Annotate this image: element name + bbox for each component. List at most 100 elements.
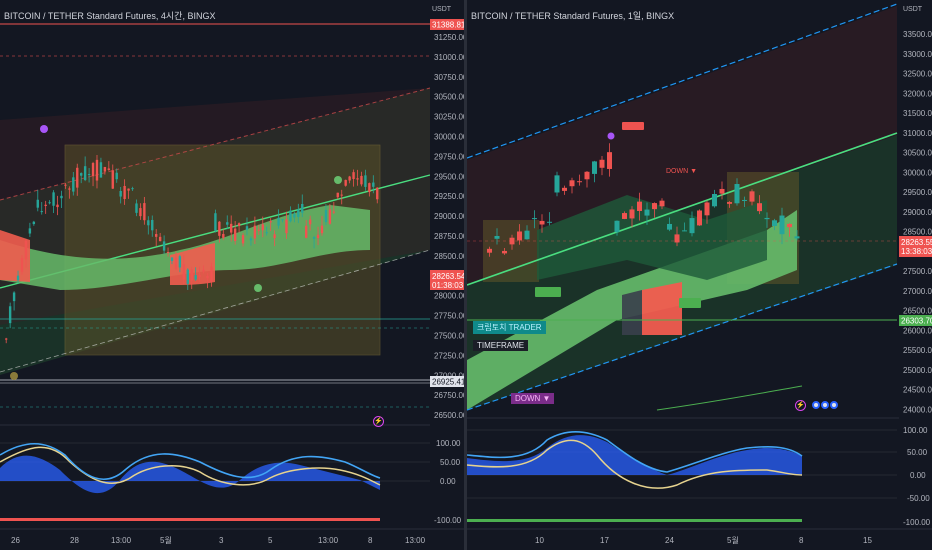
candle-body bbox=[186, 269, 189, 284]
candle-body bbox=[162, 241, 166, 251]
candle-body bbox=[214, 213, 217, 231]
candle-body bbox=[614, 220, 620, 233]
candle-body bbox=[245, 226, 249, 230]
candle-body bbox=[72, 177, 75, 192]
candle-body bbox=[210, 266, 213, 282]
candle-body bbox=[64, 184, 67, 186]
right-chart-title: BITCOIN / TETHER Standard Futures, 1일, B… bbox=[471, 11, 675, 21]
candle-body bbox=[277, 217, 280, 226]
candle-body bbox=[607, 152, 612, 169]
candle-body bbox=[249, 238, 253, 241]
event-flag-icon[interactable] bbox=[821, 401, 829, 409]
candle-body bbox=[652, 203, 657, 210]
right-osc-axis[interactable]: 100.00 50.00 0.00 -50.00 -100.00 bbox=[903, 426, 931, 527]
candle-body bbox=[226, 222, 229, 225]
osc-signal-bar bbox=[467, 519, 802, 522]
low-price-badge bbox=[430, 376, 464, 387]
price-tick-label: 31500.00 bbox=[903, 109, 932, 118]
candle-body bbox=[198, 275, 201, 277]
candle-body bbox=[107, 168, 111, 170]
candle-body bbox=[757, 203, 762, 212]
left-chart-canvas[interactable]: 31250.00 31000.00 30750.00 30500.00 30250.00… bbox=[0, 0, 464, 550]
candle-body bbox=[281, 219, 284, 221]
candle-body bbox=[218, 221, 221, 236]
osc-area-blue bbox=[467, 435, 802, 475]
right-price-axis[interactable]: 33500.00 33000.00 32500.00 32000.00 31500.00… bbox=[903, 30, 932, 414]
right-candles bbox=[487, 143, 800, 257]
left-time-axis[interactable]: 26 28 13:00 5월 3 5 13:00 8 13:00 bbox=[11, 535, 426, 545]
right-chart-pane[interactable]: 33500.00 33000.00 32500.00 32000.00 31500.00… bbox=[467, 0, 932, 550]
right-time-axis[interactable]: 10 17 24 5월 8 15 bbox=[535, 535, 872, 545]
candle-body bbox=[40, 211, 43, 213]
price-tick-label: 27750.00 bbox=[434, 312, 464, 321]
candle-body bbox=[190, 269, 193, 281]
candle-body bbox=[360, 175, 363, 185]
candle-body bbox=[682, 230, 687, 232]
candle-body bbox=[237, 223, 241, 226]
left-chart-pane[interactable]: 31250.00 31000.00 30750.00 30500.00 30250.00… bbox=[0, 0, 464, 550]
time-tick-label: 5 bbox=[268, 536, 273, 545]
candle-body bbox=[312, 236, 316, 239]
candle-body bbox=[115, 172, 118, 180]
signal-dot bbox=[10, 372, 18, 380]
candle-body bbox=[222, 233, 225, 238]
osc-line-light-blue bbox=[0, 443, 381, 481]
candle-body bbox=[99, 162, 103, 178]
candle-body bbox=[83, 166, 87, 181]
event-flag-icon[interactable] bbox=[830, 401, 838, 409]
price-tick-label: 30250.00 bbox=[434, 113, 464, 122]
osc-tick-label: 50.00 bbox=[440, 458, 461, 467]
price-tick-label: 29000.00 bbox=[434, 212, 464, 221]
candle-body bbox=[289, 210, 292, 222]
current-price-badge bbox=[430, 270, 464, 290]
cloud-band-dark bbox=[537, 195, 767, 280]
price-tick-label: 32500.00 bbox=[903, 70, 932, 79]
time-tick-label: 3 bbox=[219, 536, 224, 545]
candle-body bbox=[779, 215, 785, 235]
candle-body bbox=[562, 187, 567, 191]
event-flag-icon[interactable] bbox=[812, 401, 820, 409]
price-tick-label: 26000.00 bbox=[903, 326, 932, 335]
cloud-band-red bbox=[170, 243, 215, 285]
price-tick-label: 30000.00 bbox=[434, 133, 464, 142]
candle-body bbox=[524, 230, 530, 240]
price-tick-label: 26750.00 bbox=[434, 391, 464, 400]
upper-channel-line bbox=[467, 3, 898, 159]
time-tick-label: 13:00 bbox=[318, 536, 339, 545]
candle-body bbox=[241, 235, 245, 244]
pane-divider[interactable] bbox=[464, 0, 467, 550]
clock-lightning-icon[interactable]: ⚡ bbox=[373, 416, 384, 427]
left-currency-label: USDT bbox=[432, 6, 452, 13]
candle-body bbox=[320, 225, 324, 234]
left-osc-axis[interactable]: 100.00 50.00 0.00 -100.00 bbox=[434, 439, 462, 525]
price-tick-label: 33500.00 bbox=[903, 30, 932, 39]
time-tick-label: 8 bbox=[799, 536, 804, 545]
candle-body bbox=[487, 248, 492, 253]
candle-body bbox=[87, 174, 91, 176]
candle-body bbox=[787, 223, 792, 228]
candle-body bbox=[285, 219, 288, 234]
clock-lightning-icon[interactable]: ⚡ bbox=[795, 400, 806, 411]
candle-body bbox=[308, 219, 312, 225]
candle-body bbox=[297, 209, 300, 217]
candle-body bbox=[704, 202, 710, 216]
right-chart-canvas[interactable]: 33500.00 33000.00 32500.00 32000.00 31500.00… bbox=[467, 0, 932, 550]
candle-body bbox=[629, 209, 635, 219]
candle-body bbox=[667, 223, 672, 230]
price-tick-label: 29500.00 bbox=[434, 172, 464, 181]
candle-body bbox=[123, 185, 126, 200]
candle-body bbox=[166, 251, 170, 253]
price-tick-label: 29500.00 bbox=[903, 188, 932, 197]
osc-tick-label: -100.00 bbox=[903, 518, 931, 527]
price-tick-label: 30000.00 bbox=[903, 168, 932, 177]
candle-body bbox=[532, 218, 537, 220]
countdown-text: 01:38:03 bbox=[432, 281, 464, 290]
candle-body bbox=[332, 211, 336, 213]
price-tick-label: 24000.00 bbox=[903, 405, 932, 414]
candle-body bbox=[32, 221, 36, 225]
time-tick-label: 26 bbox=[11, 536, 20, 545]
osc-signal-bar bbox=[0, 518, 380, 521]
candle-body bbox=[764, 217, 770, 220]
right-currency-label: USDT bbox=[903, 6, 923, 13]
osc-tick-label: 0.00 bbox=[440, 477, 456, 486]
